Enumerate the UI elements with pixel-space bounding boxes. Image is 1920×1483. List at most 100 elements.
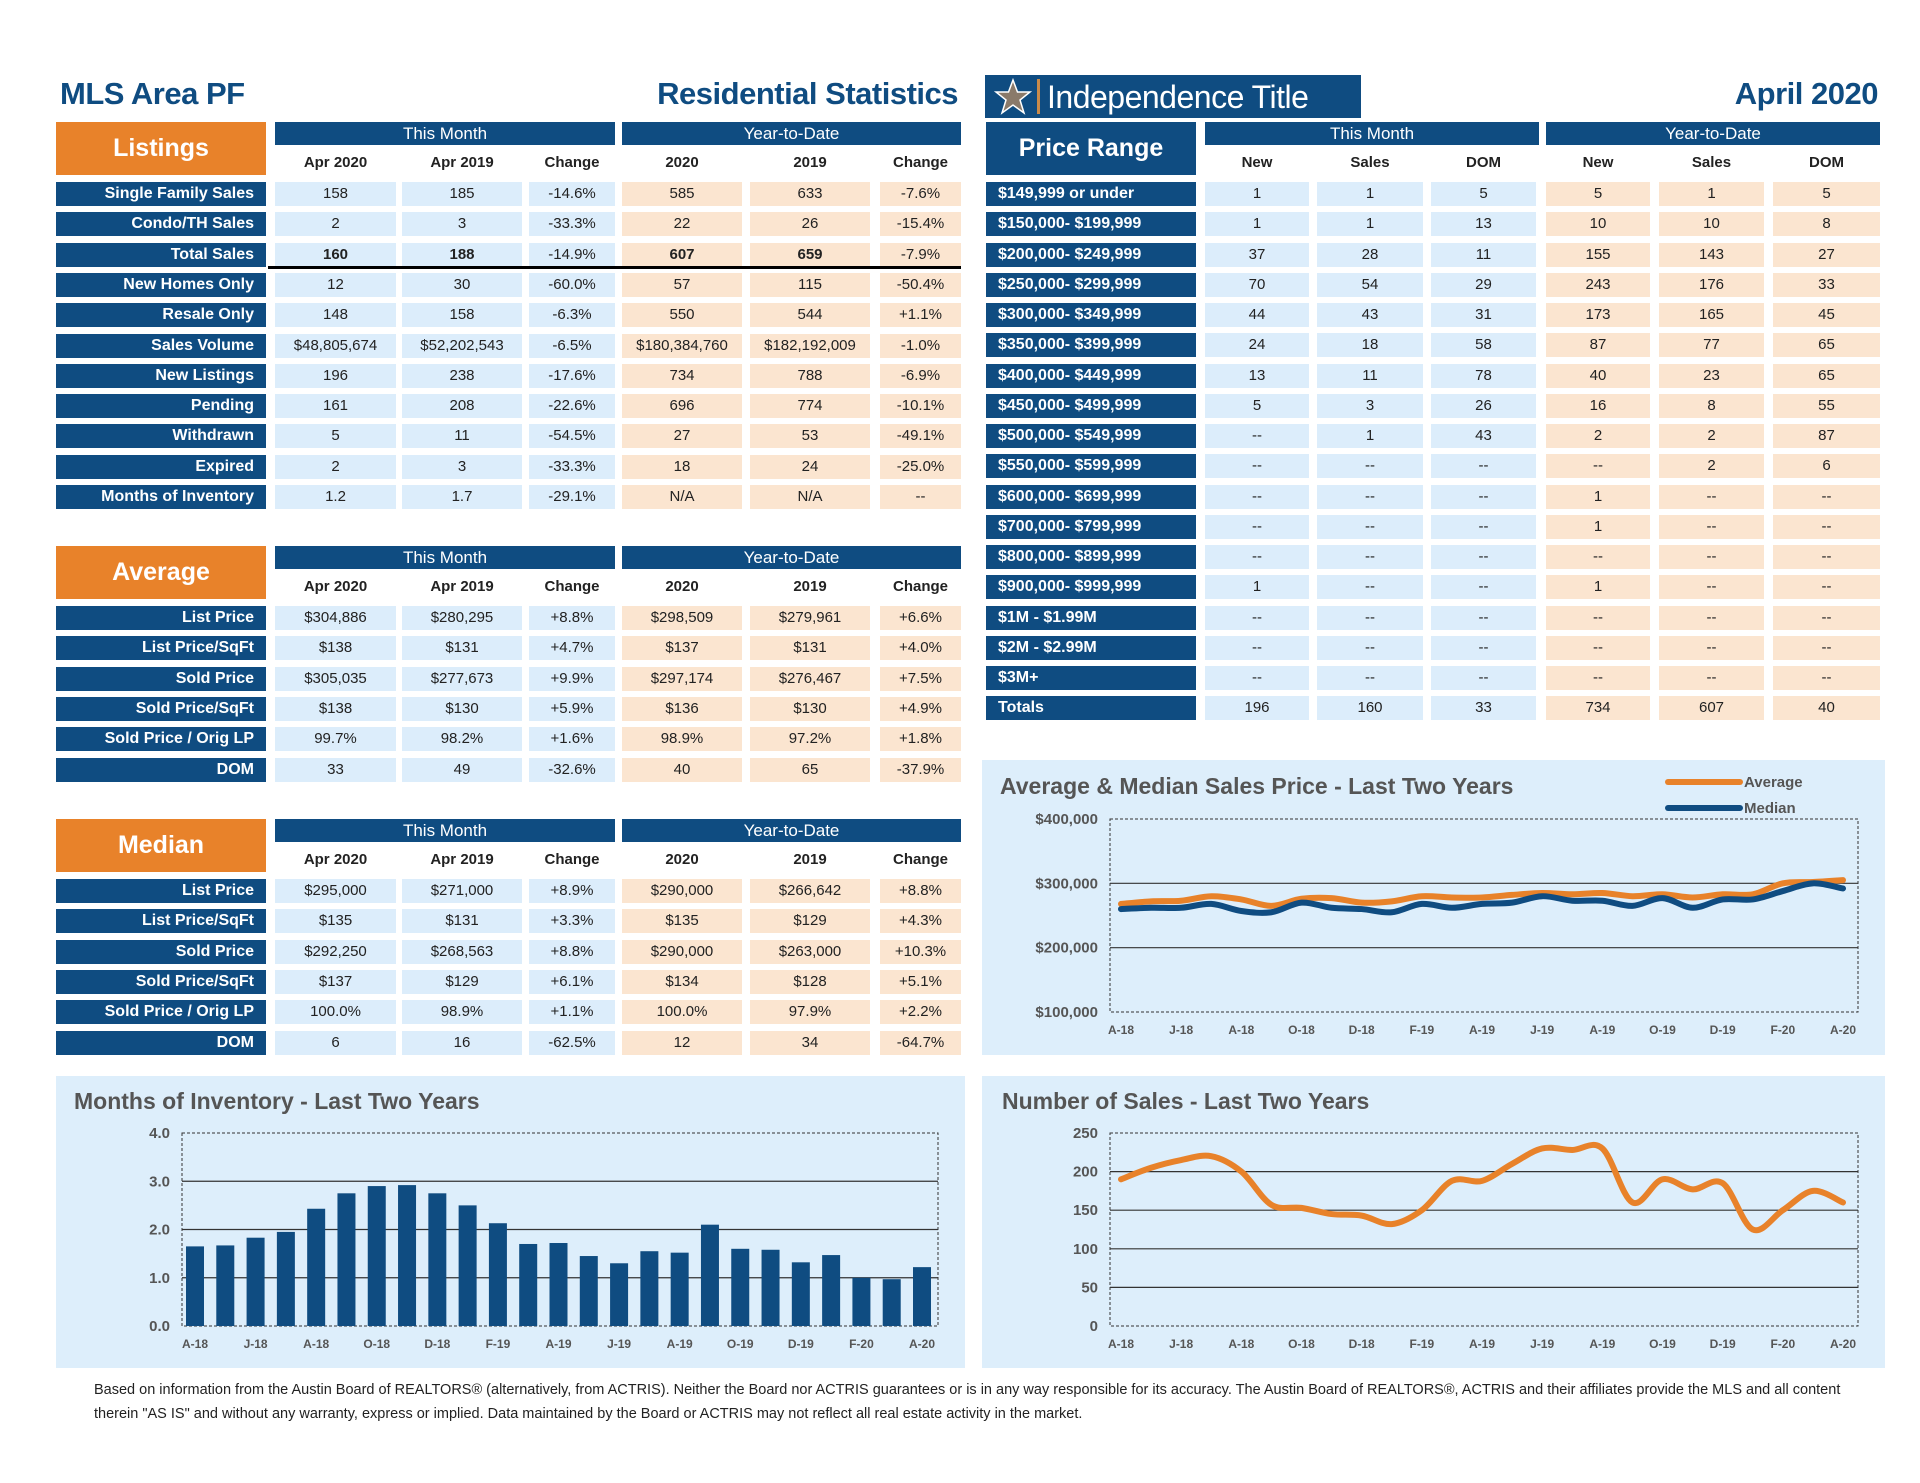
- price_range-cell: 5: [1205, 393, 1309, 418]
- price_range-row-label: $450,000- $499,999: [986, 393, 1196, 418]
- price_range-cell: 40: [1773, 696, 1880, 721]
- listings-cell: -1.0%: [880, 333, 961, 358]
- inventory-bar: [519, 1243, 538, 1326]
- price_range-cell: 5: [1431, 182, 1536, 206]
- listings-cell: 585: [622, 182, 742, 206]
- price_range-cell: 8: [1773, 212, 1880, 237]
- listings-cell: --: [880, 485, 961, 509]
- price_range-cell: 37: [1205, 242, 1309, 267]
- inventory-chart-x-tick-label: D-19: [788, 1337, 814, 1351]
- average-cell: $277,673: [402, 666, 522, 691]
- price_range-column-header: DOM: [1466, 154, 1501, 171]
- price_range-cell: 45: [1773, 303, 1880, 327]
- price_range-section-title: Price Range: [986, 122, 1196, 175]
- listings-row-label: Resale Only: [56, 303, 266, 328]
- median-cell: +3.3%: [529, 909, 615, 934]
- price_range-row-label: $149,999 or under: [986, 182, 1196, 206]
- median-cell: 34: [750, 1030, 870, 1055]
- listings-cell: 774: [750, 394, 870, 419]
- price_range-cell: --: [1205, 545, 1309, 569]
- price_range-cell: --: [1205, 424, 1309, 448]
- average-cell: $276,467: [750, 666, 870, 691]
- median-row-label: List Price/SqFt: [56, 909, 266, 934]
- median-cell: $129: [750, 909, 870, 934]
- inventory-bar: [579, 1256, 598, 1326]
- listings-column-header: Apr 2020: [303, 154, 368, 171]
- listings-group-this-month: This Month: [275, 122, 615, 145]
- price_range-row-label: $400,000- $449,999: [986, 363, 1196, 388]
- listings-cell: 208: [402, 394, 522, 419]
- average-cell: $297,174: [622, 666, 742, 691]
- price-chart-x-tick-label: O-18: [1288, 1023, 1315, 1037]
- average-row-label: Sold Price / Orig LP: [56, 727, 266, 752]
- inventory-bar: [216, 1245, 235, 1326]
- disclaimer-footer: Based on information from the Austin Boa…: [94, 1382, 1841, 1422]
- listings-cell: -7.6%: [880, 182, 961, 206]
- median-group-ytd: Year-to-Date: [622, 819, 961, 842]
- median-cell: +2.2%: [880, 1000, 961, 1025]
- sales-chart-y-tick-label: 50: [1081, 1279, 1098, 1296]
- median-cell: +1.1%: [529, 1000, 615, 1025]
- inventory-chart-x-tick-label: F-20: [849, 1337, 874, 1351]
- listings-cell: -15.4%: [880, 212, 961, 237]
- inventory-bar: [337, 1193, 356, 1326]
- average-cell: 49: [402, 757, 522, 782]
- listings-cell: 185: [402, 182, 522, 206]
- average-row-label: List Price: [56, 606, 266, 630]
- price_range-cell: --: [1205, 454, 1309, 479]
- listings-cell: -6.3%: [529, 303, 615, 328]
- sales-chart-x-tick-label: F-19: [1409, 1337, 1434, 1351]
- price_range-cell: 243: [1546, 272, 1650, 297]
- listings-cell: 607: [622, 242, 742, 267]
- report-period: April 2020: [1734, 76, 1879, 111]
- inventory-bar: [428, 1193, 447, 1326]
- median-row-label: Sold Price / Orig LP: [56, 1000, 266, 1025]
- inventory-chart-panel: [56, 1076, 965, 1368]
- sales-chart-x-tick-label: A-18: [1228, 1337, 1254, 1351]
- price_range-cell: --: [1659, 666, 1764, 690]
- price_range-group-ytd: Year-to-Date: [1546, 122, 1880, 145]
- average-cell: $130: [402, 696, 522, 721]
- average-cell: +6.6%: [880, 606, 961, 630]
- average-cell: -32.6%: [529, 757, 615, 782]
- inventory-bar: [640, 1251, 659, 1326]
- price_range-cell: --: [1659, 545, 1764, 569]
- median-cell: $129: [402, 969, 522, 994]
- median-cell: $131: [402, 909, 522, 934]
- median-cell: -62.5%: [529, 1030, 615, 1055]
- price_range-cell: 40: [1546, 363, 1650, 388]
- median-column-header: Change: [544, 851, 600, 868]
- listings-cell: 544: [750, 303, 870, 328]
- listings-cell: -22.6%: [529, 394, 615, 419]
- listings-cell: 5: [275, 424, 396, 449]
- median-cell: $128: [750, 969, 870, 994]
- listings-row-label: New Listings: [56, 363, 266, 388]
- listings-cell: 160: [275, 242, 396, 267]
- price_range-cell: 2: [1659, 454, 1764, 479]
- median-cell: 100.0%: [275, 1000, 396, 1025]
- inventory-bar: [822, 1255, 841, 1326]
- average-row-label: List Price/SqFt: [56, 636, 266, 661]
- price-chart-x-tick-label: A-19: [1469, 1023, 1495, 1037]
- price_range-cell: --: [1659, 635, 1764, 660]
- listings-cell: 30: [402, 272, 522, 297]
- price_range-column-header: Sales: [1350, 154, 1390, 171]
- price_range-row-label: $700,000- $799,999: [986, 514, 1196, 539]
- average-column-header: Apr 2020: [303, 578, 368, 595]
- inventory-chart-x-tick-label: A-20: [909, 1337, 935, 1351]
- price_range-row-label: $250,000- $299,999: [986, 272, 1196, 297]
- price_range-cell: 65: [1773, 363, 1880, 388]
- listings-cell: -54.5%: [529, 424, 615, 449]
- median-column-header: 2020: [665, 851, 699, 868]
- price_range-cell: 43: [1431, 424, 1536, 448]
- average-row-label: DOM: [56, 757, 266, 782]
- sales-chart-y-tick-label: 200: [1073, 1164, 1098, 1181]
- price_range-cell: 11: [1431, 242, 1536, 267]
- listings-cell: -10.1%: [880, 394, 961, 419]
- price_range-cell: --: [1431, 666, 1536, 690]
- inventory-bar: [852, 1277, 871, 1326]
- price_range-cell: 1: [1317, 212, 1423, 237]
- price_range-cell: 87: [1773, 424, 1880, 448]
- inventory-bar: [700, 1224, 719, 1326]
